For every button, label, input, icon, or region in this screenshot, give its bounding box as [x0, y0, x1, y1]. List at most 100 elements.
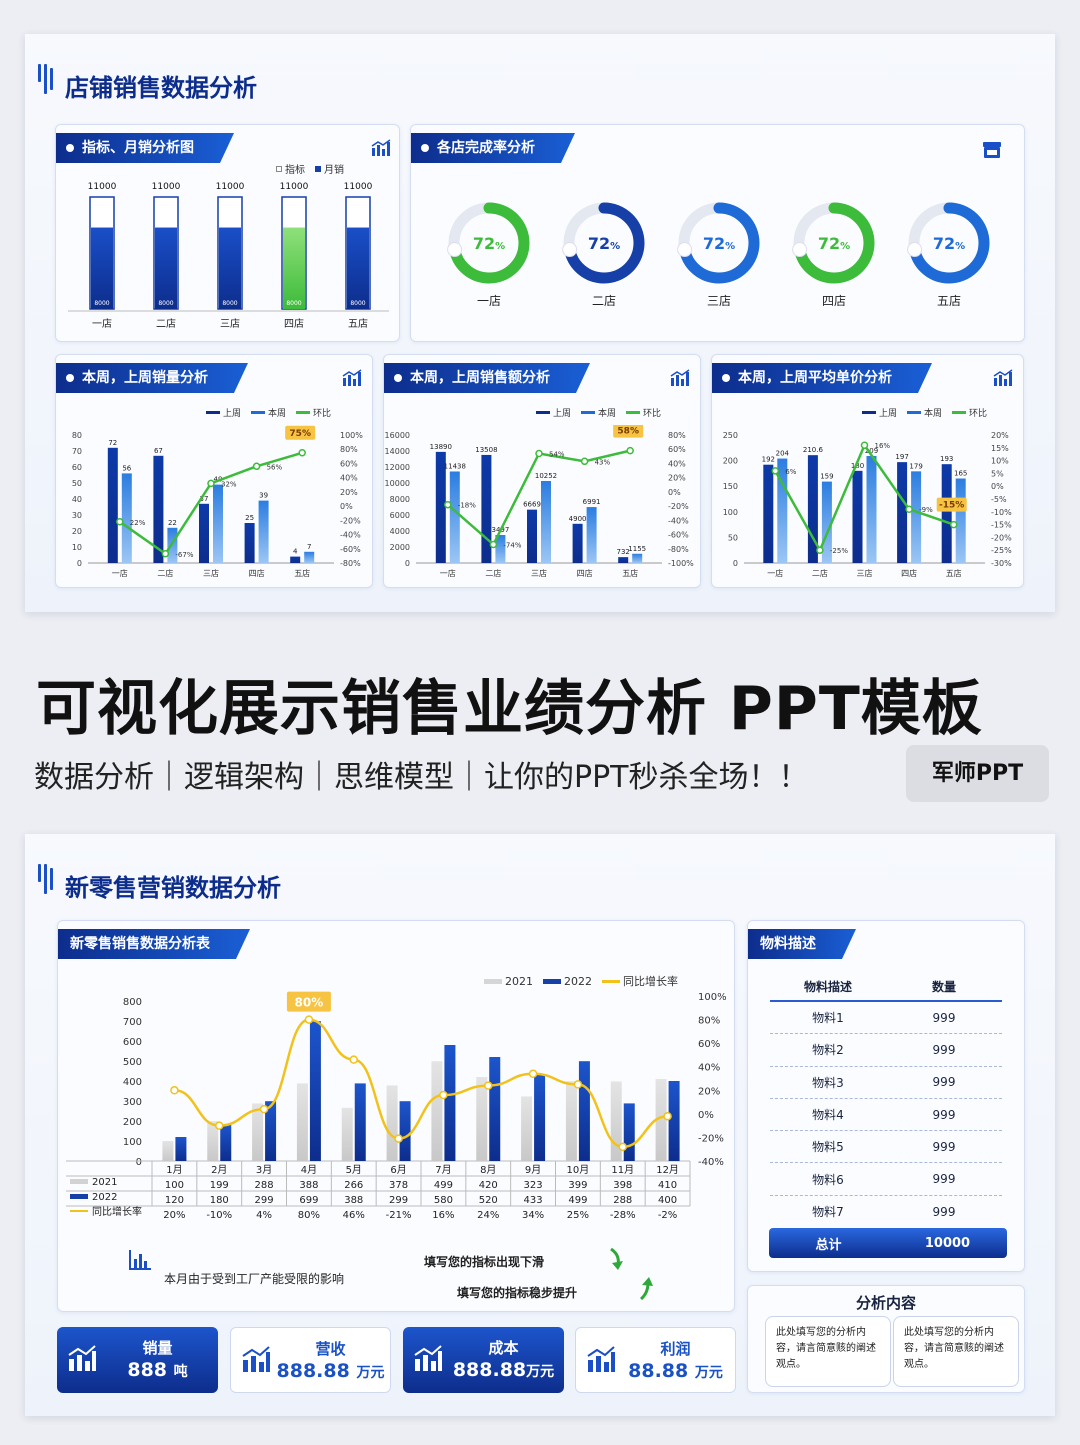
x-tick: 10月: [567, 1164, 590, 1176]
ratio-point: [116, 518, 124, 526]
bar-2021: [655, 1079, 667, 1161]
ratio-label: -67%: [175, 551, 193, 559]
donut-value: 72%: [703, 234, 735, 253]
table-row: 物料4 999: [770, 1099, 1002, 1132]
cell: 999: [932, 1042, 956, 1057]
cell: 物料3: [812, 1075, 844, 1090]
kpi-value: 888: [127, 1359, 168, 1381]
table-cell: 388: [299, 1180, 318, 1191]
panel-completion-rate: 各店完成率分析 72% 一店 72% 二店 72% 三店 72% 四店 72% 五店: [410, 124, 1025, 342]
y-tick-right: -30%: [991, 559, 1012, 568]
y-tick-left: 80: [72, 431, 82, 440]
bar-label: 37: [200, 495, 209, 503]
arrow-down-icon: [610, 1247, 623, 1270]
yoy-point: [528, 1069, 538, 1079]
bar-label: 11438: [444, 462, 466, 470]
bar-2022: [220, 1125, 232, 1161]
kpi-value-wrap: 88.88 万元: [576, 1360, 735, 1382]
ratio-label: 43%: [595, 458, 611, 466]
target-chart: 11000 8000 一店 11000 8000 二店 11000 8000 三店 11000 80…: [68, 182, 389, 330]
bar-last-week: [290, 556, 301, 563]
y-tick-right: 40%: [668, 459, 686, 468]
panel-retail-chart: 新零售销售数据分析表 2021 2022 同比增长率 0 100 200 300 400…: [57, 920, 735, 1312]
y-tick-right: -80%: [668, 545, 689, 554]
legend-swatch: [70, 1179, 88, 1184]
y-tick-left: 30: [72, 511, 82, 520]
weekly-price-chart: 0 50 100 150 200 250 -30% -25% -20% -15% -10% -5% 0%…: [723, 431, 1012, 578]
donut-knob: [562, 242, 578, 258]
x-tick: 1月: [166, 1164, 182, 1176]
y-tick-left: 20: [72, 527, 82, 536]
sales-bar: [347, 227, 369, 309]
table-cell: 266: [344, 1180, 363, 1191]
sales-bar: [219, 227, 241, 309]
bar-this-week: [541, 480, 551, 563]
kpi-value: 888.88: [276, 1360, 350, 1382]
kpi-unit: 万元: [694, 1365, 723, 1381]
table-cell: 299: [255, 1195, 274, 1206]
x-tick: 四店: [577, 568, 593, 578]
kpi-profit: 利润 88.88 万元: [575, 1327, 736, 1393]
bar-label: 22: [168, 519, 177, 527]
bar-last-week: [572, 523, 583, 563]
cell: 999: [932, 1010, 956, 1025]
analysis-box: 此处填写您的分析内容，请言简意赅的阐述观点。: [893, 1316, 1019, 1387]
y-tick-left: 100: [723, 508, 738, 517]
legend-2022: 2022: [564, 974, 592, 988]
y-tick-right: -40%: [698, 1157, 724, 1168]
material-table: 物料描述 数量 物料1 999 物料2 999 物料3 999 物料4 999 物料5 99…: [770, 972, 1002, 1228]
y-tick-left: 400: [123, 1077, 142, 1088]
ratio-label: -18%: [458, 502, 476, 510]
y-tick-right: 60%: [698, 1039, 720, 1050]
donut-knob: [447, 242, 463, 258]
bar-last-week: [244, 523, 255, 563]
yoy-highlight: [286, 991, 331, 1012]
legend: 指标 月销: [276, 161, 344, 176]
headline-title: 可视化展示销售业绩分析 PPT模板: [36, 674, 983, 744]
completion-donuts: 72% 一店 72% 二店 72% 三店 72% 四店 72% 五店: [447, 202, 990, 308]
yoy-point: [215, 1121, 224, 1130]
sales-value-label: 8000: [158, 300, 173, 307]
table-cell: 288: [613, 1195, 632, 1206]
y-tick-left: 60: [72, 463, 82, 472]
bar-this-week: [866, 455, 877, 563]
bar-last-week: [941, 464, 952, 563]
x-tick: 5月: [346, 1164, 362, 1176]
bar-2021: [565, 1081, 577, 1161]
bar-label: 4900: [569, 515, 587, 523]
bar-this-week: [449, 471, 460, 563]
bar-2022: [354, 1083, 366, 1161]
legend-this: 本周: [268, 409, 287, 419]
slide-title: 新零售营销数据分析: [65, 874, 281, 902]
x-tick: 11月: [611, 1164, 634, 1176]
chart-icon: [587, 1346, 615, 1372]
table-cell: 20%: [163, 1210, 185, 1221]
bar-label: 209: [865, 447, 878, 455]
ratio-label: 32%: [221, 480, 237, 488]
bar-2022: [534, 1074, 546, 1161]
ratio-point: [860, 441, 869, 449]
table-cell: 24%: [477, 1210, 499, 1221]
legend: 上周 本周 环比: [206, 406, 331, 419]
x-tick: 12月: [656, 1164, 679, 1176]
bar-this-week: [495, 535, 506, 563]
x-tick: 9月: [525, 1164, 541, 1176]
table-cell: 25%: [567, 1210, 589, 1221]
ratio-point: [949, 520, 958, 529]
cell: 999: [932, 1107, 956, 1122]
target-value-label: 11000: [216, 182, 245, 192]
bar-label: 159: [820, 473, 833, 481]
bar-2021: [207, 1121, 219, 1161]
y-tick-right: 0%: [698, 1110, 714, 1121]
y-tick-left: 10000: [385, 479, 410, 488]
table-cell: 433: [524, 1195, 543, 1206]
x-tick: 四店: [901, 568, 917, 578]
bar-last-week: [527, 509, 537, 563]
bar-2022: [623, 1103, 635, 1161]
y-tick-right: -60%: [340, 545, 361, 554]
chart-icon: [414, 1345, 442, 1371]
legend-last: 上周: [553, 409, 572, 419]
bar-2021: [521, 1096, 533, 1161]
bar-label: 25: [245, 514, 254, 522]
kpi-revenue: 营收 888.88 万元: [230, 1327, 391, 1393]
